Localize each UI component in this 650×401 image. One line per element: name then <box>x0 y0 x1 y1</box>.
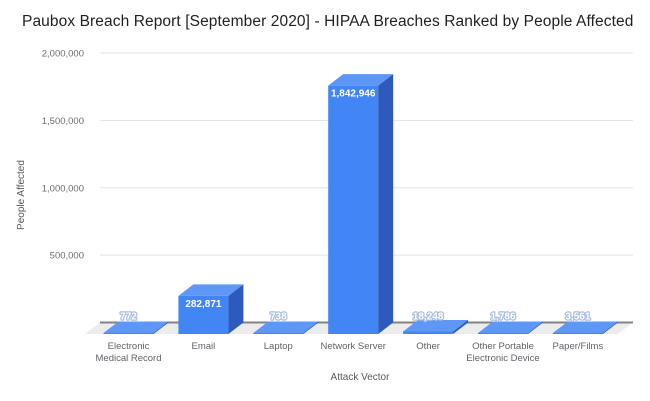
bar-value-label: 18,248 <box>413 312 444 323</box>
y-tick-label: 1,500,000 <box>42 116 84 127</box>
bar-side-face <box>303 321 319 334</box>
bar-value-label: 772 <box>120 312 137 323</box>
bar-side-face <box>602 321 618 334</box>
bar-side-face <box>528 321 543 334</box>
bar-top-face <box>178 284 244 296</box>
x-axis-category-label: Paper/Films <box>552 341 604 352</box>
bar-front-face <box>178 295 229 334</box>
bar-top-face <box>253 321 319 333</box>
bar-value-label: 282,871 <box>185 299 222 310</box>
bar-side-face <box>228 284 244 334</box>
x-axis-category-label: Other Portable Electronic Device <box>466 341 540 364</box>
bar-top-face <box>478 321 543 333</box>
bar-front-face <box>552 333 603 334</box>
bar-front-face <box>253 333 304 334</box>
bar-side-face <box>453 320 469 334</box>
bar-top-face <box>103 321 169 333</box>
bar-side-face <box>153 321 169 334</box>
x-axis-category-label: Other <box>416 341 440 352</box>
y-tick-label: 1,000,000 <box>42 183 84 194</box>
y-tick-label: 500,000 <box>50 251 84 262</box>
bar-value-label: 3,561 <box>565 312 590 323</box>
bar-value-label: 1,786 <box>490 312 515 323</box>
bar-side-face <box>378 74 394 334</box>
chart-title: Paubox Breach Report [September 2020] - … <box>22 13 634 30</box>
bar-top-face <box>328 74 394 86</box>
x-axis-category-label: Email <box>191 341 216 352</box>
x-axis-title: Attack Vector <box>330 372 390 383</box>
x-axis-category-label: Electronic Medical Record <box>95 341 162 364</box>
bar-front-face <box>103 333 154 334</box>
bar-front-face <box>328 85 379 334</box>
x-axis-category-label: Laptop <box>263 341 293 352</box>
bar-front-face <box>403 331 454 334</box>
bar-value-label: 738 <box>270 312 287 323</box>
bar-top-face <box>552 321 618 333</box>
y-tick-label: 2,000,000 <box>42 49 84 60</box>
x-axis-category-label: Network Server <box>320 341 386 352</box>
bar-value-label: 1,842,946 <box>331 89 376 100</box>
bar-top-face <box>403 320 469 332</box>
bar-front-face <box>478 333 528 334</box>
